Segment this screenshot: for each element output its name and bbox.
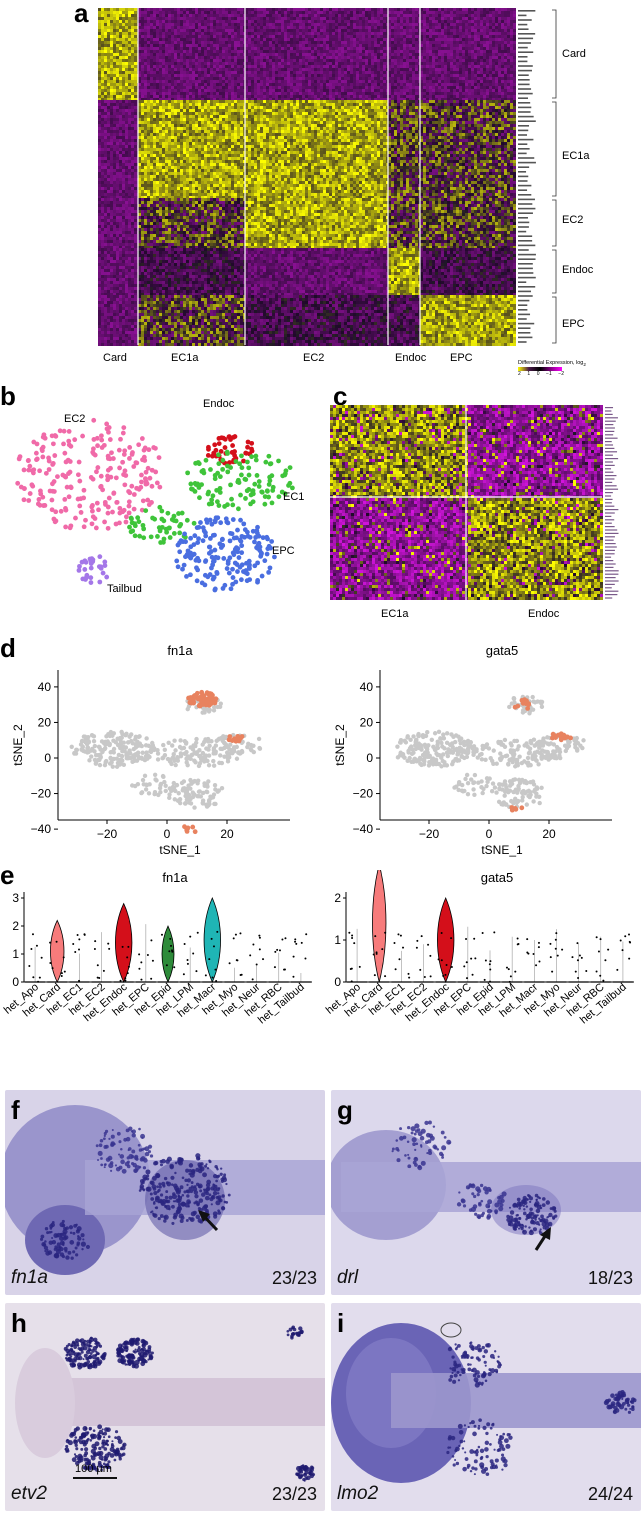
heatmap-a-row-ec1a: EC1a — [562, 150, 590, 162]
panel-h-label: h — [11, 1310, 27, 1336]
ish-image-fn1a: fn1a 23/23 — [5, 1090, 325, 1295]
ish-count: 24/24 — [588, 1484, 633, 1505]
heatmap-c-col-endoc: Endoc — [528, 608, 559, 620]
ish-count: 18/23 — [588, 1268, 633, 1289]
ish-gene-label: lmo2 — [337, 1483, 378, 1505]
cluster-label-tailbud: Tailbud — [107, 583, 142, 595]
ish-count: 23/23 — [272, 1268, 317, 1289]
heatmap-a-row-endoc: Endoc — [562, 264, 593, 276]
heatmap-a-col-card: Card — [103, 352, 127, 364]
ish-gene-label: fn1a — [11, 1267, 48, 1289]
heatmap-a-col-ec1a: EC1a — [171, 352, 199, 364]
ish-gene-label: etv2 — [11, 1483, 47, 1505]
panel-g-label: g — [337, 1097, 353, 1123]
ish-image-lmo2: lmo2 24/24 — [331, 1303, 641, 1511]
tsne-cluster-plot — [15, 417, 295, 593]
ish-count: 23/23 — [272, 1484, 317, 1505]
panel-c-label: c — [333, 383, 347, 409]
panel-f-label: f — [11, 1097, 20, 1123]
heatmap-c — [330, 405, 619, 600]
heatmap-a-col-ec2: EC2 — [303, 352, 324, 364]
heatmap-a-legend-title: Differential Expression, log2 — [518, 360, 586, 367]
ish-gene-label: drl — [337, 1267, 358, 1289]
heatmap-c-col-ec1a: EC1a — [381, 608, 409, 620]
cluster-label-ec1: EC1 — [283, 491, 304, 503]
cluster-label-epc: EPC — [272, 545, 295, 557]
heatmap-a — [98, 8, 557, 346]
ish-image-etv2: 100 µm etv2 23/23 — [5, 1303, 325, 1511]
scale-bar-label: 100 µm — [75, 1463, 112, 1475]
heatmap-a-legend-ticks: 2 1 0 −1 −2 — [518, 371, 564, 377]
panel-b-label: b — [0, 383, 16, 409]
panel-e-label: e — [0, 862, 14, 888]
panel-i-label: i — [337, 1310, 344, 1336]
ish-image-drl: drl 18/23 — [331, 1090, 641, 1295]
heatmap-a-col-endoc: Endoc — [395, 352, 426, 364]
cluster-label-ec2: EC2 — [64, 413, 85, 425]
heatmap-a-legend-bar — [518, 367, 562, 371]
panel-d-label: d — [0, 635, 16, 661]
heatmap-a-row-ec2: EC2 — [562, 214, 583, 226]
heatmap-a-row-card: Card — [562, 48, 586, 60]
heatmap-a-col-epc: EPC — [450, 352, 473, 364]
panel-a-label: a — [74, 0, 88, 26]
cluster-label-endoc: Endoc — [203, 398, 234, 410]
violin-plots: fn1a3210het_Apohet_Cardhet_EC1het_EC2het… — [2, 870, 634, 1026]
heatmap-a-row-epc: EPC — [562, 318, 585, 330]
